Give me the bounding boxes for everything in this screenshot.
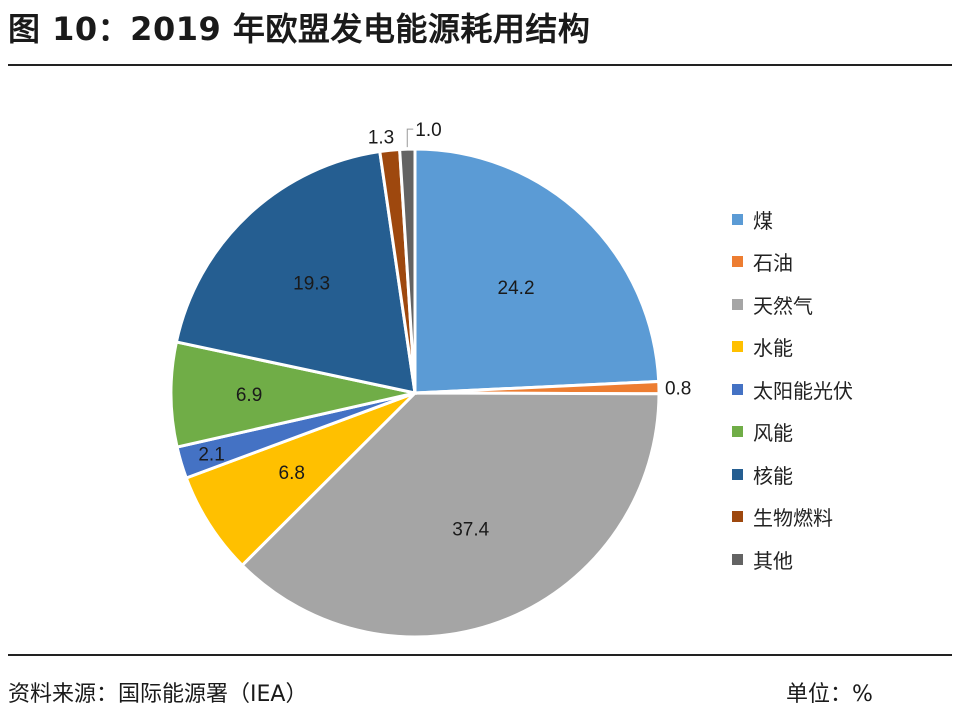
legend-swatch <box>732 256 743 268</box>
data-label-4: 2.1 <box>198 445 224 466</box>
legend-label: 太阳能光伏 <box>753 378 853 403</box>
pie-slice-0 <box>413 147 661 395</box>
pie-slice-8 <box>398 147 417 394</box>
legend-swatch <box>732 213 743 225</box>
legend-swatch <box>732 426 743 438</box>
legend-label: 天然气 <box>753 293 813 318</box>
chart-title: 图 10：2019 年欧盟发电能源耗用结构 <box>8 10 591 48</box>
top-divider <box>8 64 952 66</box>
legend-swatch <box>732 511 743 523</box>
data-label-2: 37.4 <box>452 519 489 540</box>
pie-slice-2 <box>240 391 661 639</box>
legend-item: 生物燃料 <box>732 496 853 539</box>
legend-item: 其他 <box>732 538 853 581</box>
legend-swatch <box>732 553 743 565</box>
legend-item: 水能 <box>732 326 853 369</box>
legend-swatch <box>732 383 743 395</box>
data-label-7: 1.3 <box>368 127 394 148</box>
pie-slice-6 <box>174 149 417 395</box>
legend-label: 核能 <box>753 463 793 488</box>
source-note: 资料来源：国际能源署（IEA） <box>8 682 308 707</box>
legend-item: 太阳能光伏 <box>732 368 853 411</box>
legend-label: 其他 <box>753 548 793 573</box>
legend-label: 煤 <box>753 208 773 233</box>
legend-label: 风能 <box>753 421 793 446</box>
data-label-5: 6.9 <box>236 385 262 406</box>
legend-swatch <box>732 298 743 310</box>
legend-item: 天然气 <box>732 283 853 326</box>
legend-item: 石油 <box>732 241 853 284</box>
pie-slice-5 <box>169 340 416 449</box>
data-label-1: 0.8 <box>665 378 691 399</box>
legend-item: 核能 <box>732 453 853 496</box>
legend-label: 生物燃料 <box>753 506 833 531</box>
legend-swatch <box>732 341 743 353</box>
leader-line <box>406 128 414 148</box>
data-label-0: 24.2 <box>498 278 535 299</box>
data-label-6: 19.3 <box>293 274 330 295</box>
legend-label: 石油 <box>753 251 793 276</box>
data-label-3: 6.8 <box>279 463 305 484</box>
legend-label: 水能 <box>753 336 793 361</box>
pie-slice-3 <box>184 391 417 568</box>
bottom-divider <box>8 654 952 656</box>
legend-item: 煤 <box>732 198 853 241</box>
unit-note: 单位：% <box>786 682 873 707</box>
chart-legend: 煤石油天然气水能太阳能光伏风能核能生物燃料其他 <box>732 198 853 581</box>
data-label-8: 1.0 <box>415 120 441 141</box>
legend-item: 风能 <box>732 411 853 454</box>
legend-swatch <box>732 468 743 480</box>
